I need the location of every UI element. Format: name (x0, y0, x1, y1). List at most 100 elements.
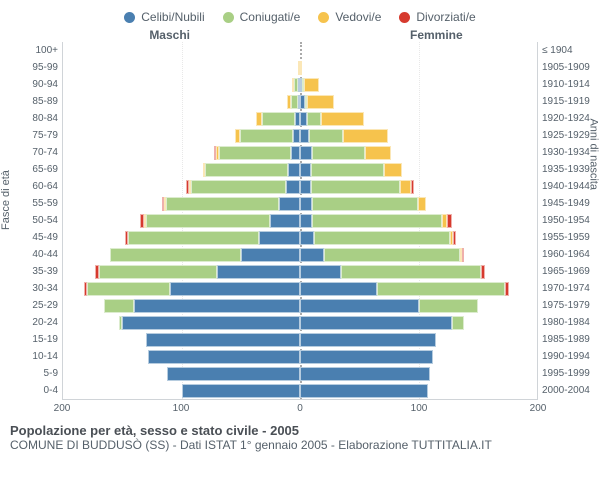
legend-swatch (124, 12, 135, 23)
age-label: 35-39 (32, 263, 58, 280)
male-half (63, 314, 300, 331)
bar-segment (104, 299, 134, 313)
plot-area: 100+95-9990-9485-8980-8475-7970-7465-696… (10, 42, 590, 399)
age-label: 100+ (35, 42, 58, 59)
birth-label: 1915-1919 (542, 93, 590, 110)
male-half (63, 42, 300, 59)
female-half (300, 348, 537, 365)
birth-label: 1995-1999 (542, 365, 590, 382)
age-label: 10-14 (32, 348, 58, 365)
pyramid-row (63, 76, 537, 93)
bar-segment (148, 350, 300, 364)
bar-segment (300, 384, 428, 398)
bar-segment (291, 146, 300, 160)
pyramid-row (63, 195, 537, 212)
bar-area (62, 42, 538, 399)
bar-segment (241, 248, 300, 262)
bar-segment (307, 95, 334, 109)
age-label: 55-59 (32, 195, 58, 212)
male-half (63, 365, 300, 382)
chart-footer: Popolazione per età, sesso e stato civil… (10, 423, 590, 452)
birth-label: 1920-1924 (542, 110, 590, 127)
pyramid-row (63, 59, 537, 76)
age-label: 65-69 (32, 161, 58, 178)
bar-segment (300, 350, 433, 364)
bar-segment (377, 282, 505, 296)
legend-label: Divorziati/e (416, 10, 475, 24)
bar-segment (309, 129, 342, 143)
female-half (300, 59, 537, 76)
birth-label: 1965-1969 (542, 263, 590, 280)
bar-segment (87, 282, 170, 296)
pyramid-row (63, 314, 537, 331)
bar-segment (312, 146, 365, 160)
x-axis: 2001000100200 (62, 399, 538, 421)
pyramid-row (63, 263, 537, 280)
legend-item: Celibi/Nubili (124, 10, 204, 24)
bar-segment (307, 112, 321, 126)
male-half (63, 246, 300, 263)
birth-label: 1960-1964 (542, 246, 590, 263)
male-half (63, 229, 300, 246)
bar-segment (182, 384, 301, 398)
legend-swatch (399, 12, 410, 23)
bar-segment (205, 163, 288, 177)
bar-segment (418, 197, 425, 211)
female-half (300, 212, 537, 229)
birth-label: 1975-1979 (542, 297, 590, 314)
female-half (300, 195, 537, 212)
female-half (300, 42, 537, 59)
pyramid-row (63, 229, 537, 246)
bar-segment (270, 214, 300, 228)
pyramid-row (63, 178, 537, 195)
bar-segment (314, 231, 450, 245)
female-half (300, 76, 537, 93)
age-label: 15-19 (32, 331, 58, 348)
birth-label: 1980-1984 (542, 314, 590, 331)
gender-headers: Maschi Femmine (10, 28, 590, 42)
male-half (63, 127, 300, 144)
male-half (63, 348, 300, 365)
age-label: 0-4 (44, 382, 58, 399)
birth-label: 1925-1929 (542, 127, 590, 144)
bar-segment (110, 248, 240, 262)
female-half (300, 263, 537, 280)
bar-segment (134, 299, 300, 313)
female-half (300, 382, 537, 399)
female-half (300, 110, 537, 127)
age-label: 70-74 (32, 144, 58, 161)
pyramid-row (63, 365, 537, 382)
pyramid-row (63, 127, 537, 144)
bar-segment (262, 112, 295, 126)
x-tick: 200 (530, 403, 547, 414)
age-label: 20-24 (32, 314, 58, 331)
bar-segment (300, 197, 312, 211)
legend-label: Celibi/Nubili (141, 10, 204, 24)
header-female: Femmine (300, 28, 590, 42)
chart-title: Popolazione per età, sesso e stato civil… (10, 423, 590, 438)
bar-segment (240, 129, 293, 143)
bar-segment (311, 163, 384, 177)
male-half (63, 331, 300, 348)
bar-segment (419, 299, 478, 313)
female-half (300, 365, 537, 382)
bar-segment (286, 180, 300, 194)
male-half (63, 178, 300, 195)
male-half (63, 76, 300, 93)
male-half (63, 297, 300, 314)
age-label: 85-89 (32, 93, 58, 110)
y-axis-age: 100+95-9990-9485-8980-8475-7970-7465-696… (10, 42, 62, 399)
pyramid-row (63, 297, 537, 314)
bar-segment (191, 180, 286, 194)
chart-source: COMUNE DI BUDDUSÒ (SS) - Dati ISTAT 1° g… (10, 438, 590, 452)
bar-segment (447, 214, 452, 228)
birth-label: 1970-1974 (542, 280, 590, 297)
bar-segment (321, 112, 364, 126)
bar-segment (300, 316, 452, 330)
header-male: Maschi (10, 28, 300, 42)
bar-segment (167, 367, 300, 381)
x-tick: 200 (54, 403, 71, 414)
population-pyramid-chart: Fasce di età Anni di nascita Celibi/Nubi… (0, 0, 600, 500)
bar-segment (99, 265, 218, 279)
age-label: 90-94 (32, 76, 58, 93)
